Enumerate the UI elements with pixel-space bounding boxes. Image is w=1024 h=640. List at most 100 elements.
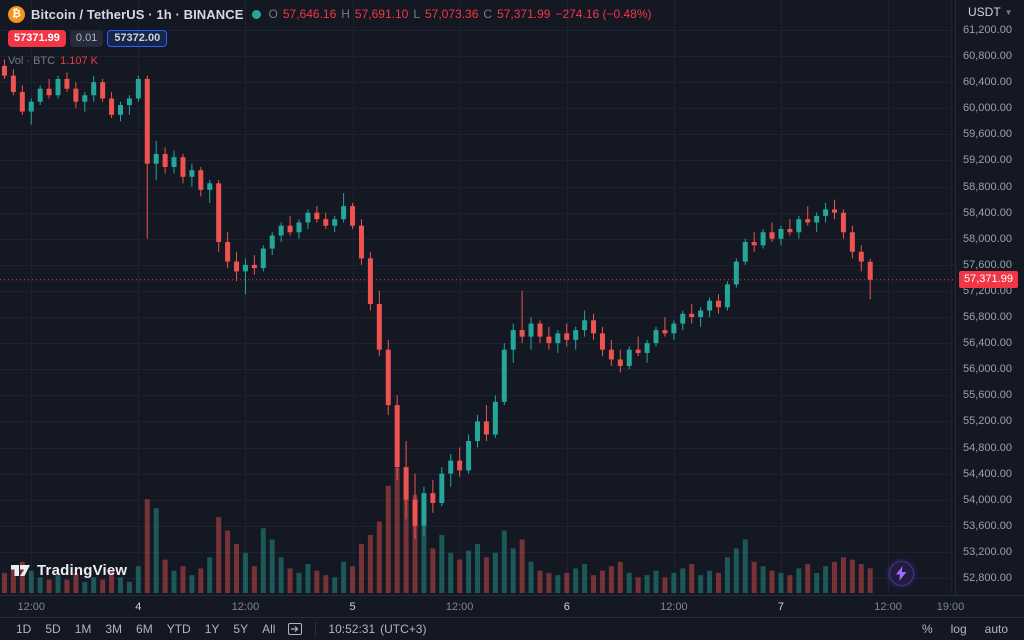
- candle-body: [171, 157, 177, 167]
- volume-bar: [367, 534, 373, 593]
- time-tick-label: 12:00: [445, 601, 474, 613]
- candle-body: [278, 225, 284, 236]
- volume-bar: [546, 572, 552, 593]
- symbol-title[interactable]: Bitcoin / TetherUS · 1h · BINANCE: [31, 6, 244, 22]
- range-button-3m[interactable]: 3M: [99, 620, 128, 638]
- candle-body: [100, 82, 106, 99]
- time-tick-label: 5: [349, 601, 356, 613]
- price-tick-label: 56,800.00: [963, 311, 1012, 324]
- volume-row: Vol · BTC 1.107 K: [8, 51, 652, 71]
- candle-body: [305, 212, 311, 223]
- sell-price-button[interactable]: 57371.99: [8, 29, 66, 47]
- candle-body: [715, 300, 721, 308]
- volume-bar: [805, 563, 811, 593]
- candle-body: [314, 212, 320, 220]
- volume-bar: [483, 557, 489, 593]
- volume-bar: [510, 548, 516, 593]
- candle-body: [225, 242, 231, 262]
- high-value: 57,691.10: [354, 7, 409, 21]
- volume-bar: [555, 575, 561, 593]
- candle-body: [10, 75, 16, 92]
- volume-bar: [599, 570, 605, 593]
- candle-body: [376, 304, 382, 350]
- candle-body: [501, 349, 507, 402]
- price-axis[interactable]: USDT ▼ 61,200.00 60,800.00 60,400.00 60,000…: [955, 0, 1024, 595]
- volume-bar: [724, 557, 730, 593]
- quote-row: 57371.99 0.01 57372.00: [8, 28, 652, 48]
- volume-bar: [796, 568, 802, 593]
- time-tick-label: 12:00: [874, 601, 902, 613]
- volume-bar: [225, 530, 231, 593]
- range-button-5y[interactable]: 5Y: [227, 620, 254, 638]
- scale-button-percent[interactable]: %: [916, 620, 939, 638]
- close-value: 57,371.99: [497, 7, 551, 21]
- candle-body: [626, 349, 632, 366]
- session-clock[interactable]: 10:52:31 (UTC+3): [328, 622, 426, 636]
- range-button-1y[interactable]: 1Y: [199, 620, 226, 638]
- volume-label[interactable]: Vol · BTC: [8, 55, 56, 67]
- range-button-1m[interactable]: 1M: [69, 620, 98, 638]
- go-to-date-button[interactable]: [287, 621, 303, 637]
- volume-bar: [171, 570, 177, 593]
- volume-bar: [162, 559, 168, 593]
- candle-body: [207, 183, 213, 190]
- volume-bar: [91, 577, 97, 594]
- high-label: H: [341, 7, 350, 21]
- time-axis[interactable]: 12:00 4 12:00 5 12:00 6 12:00 7 12:00 19:00: [0, 595, 1024, 618]
- candle-body: [546, 336, 552, 344]
- volume-bar: [778, 572, 784, 593]
- volume-bar: [707, 570, 713, 593]
- currency-switch[interactable]: USDT ▼: [968, 5, 1013, 19]
- candle-body: [135, 78, 141, 99]
- candle-body: [814, 215, 820, 223]
- buy-price-button[interactable]: 57372.00: [107, 29, 168, 47]
- volume-bar: [698, 575, 704, 593]
- volume-bar: [582, 563, 588, 593]
- price-tick-label: 61,200.00: [963, 24, 1012, 36]
- scale-button-log[interactable]: log: [945, 620, 973, 638]
- market-status-icon[interactable]: [251, 9, 261, 19]
- ohlc-values: O 57,646.16 H 57,691.10 L 57,073.36 C 57,371…: [269, 7, 652, 21]
- candle-body: [510, 330, 516, 350]
- spread-value: 0.01: [69, 29, 104, 47]
- range-button-ytd[interactable]: YTD: [161, 620, 197, 638]
- range-button-6m[interactable]: 6M: [130, 620, 159, 638]
- scale-button-auto[interactable]: auto: [979, 620, 1014, 638]
- candle-body: [73, 88, 79, 102]
- volume-bar: [198, 568, 204, 593]
- candle-body: [385, 349, 391, 406]
- candlestick-chart[interactable]: [0, 0, 955, 595]
- volume-bar: [135, 566, 141, 593]
- candle-body: [751, 242, 757, 246]
- candle-body: [198, 170, 204, 190]
- candle-body: [528, 323, 534, 337]
- range-button-1d[interactable]: 1D: [10, 620, 37, 638]
- price-tick-label: 59,600.00: [963, 128, 1012, 141]
- candle-body: [537, 323, 543, 337]
- candle-body: [216, 183, 222, 243]
- footer-toolbar: 1D 5D 1M 3M 6M YTD 1Y 5Y All 10:52:31 (UTC+3) % l…: [0, 617, 1024, 640]
- volume-bar: [626, 572, 632, 593]
- candle-body: [296, 222, 302, 233]
- volume-bar: [180, 566, 186, 593]
- volume-bar: [680, 568, 686, 593]
- volume-bar: [475, 543, 480, 593]
- candle-body: [394, 405, 400, 468]
- grid-lines: [0, 0, 955, 595]
- volume-bar: [662, 577, 668, 594]
- volume-bar: [421, 526, 427, 593]
- volume-bar: [501, 530, 507, 593]
- candle-body: [653, 330, 659, 344]
- time-tick-label: 12:00: [231, 601, 260, 613]
- range-button-5d[interactable]: 5D: [39, 620, 66, 638]
- candle-body: [769, 232, 775, 239]
- candle-body: [787, 228, 793, 233]
- range-button-all[interactable]: All: [256, 620, 281, 638]
- volume-bar: [305, 563, 311, 593]
- candle-body: [823, 209, 829, 216]
- candle-body: [358, 225, 364, 259]
- flash-button[interactable]: [889, 561, 914, 586]
- candle-body: [28, 101, 34, 112]
- volume-bar: [332, 577, 338, 594]
- volume-bar: [37, 577, 43, 594]
